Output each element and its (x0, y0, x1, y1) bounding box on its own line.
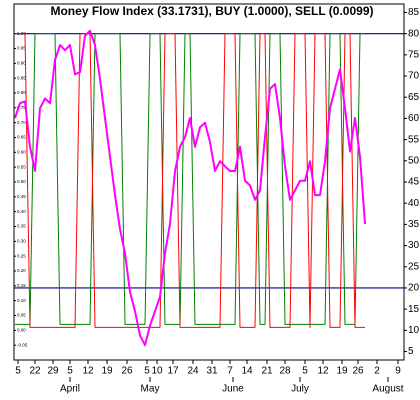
x-tick-label: 21 (261, 366, 273, 377)
x-tick-label: 7 (227, 366, 233, 377)
y-tick-label: 85 (408, 7, 420, 18)
y2-tick-label: 0.05 (17, 313, 26, 318)
x-tick-label: 14 (241, 366, 253, 377)
y2-tick-label: 0.75 (17, 105, 26, 110)
y2-tick-label: 0.85 (17, 75, 26, 80)
x-tick-label: 5 (67, 366, 73, 377)
x-tick-label: 5 (144, 366, 150, 377)
y-tick-label: 30 (408, 240, 420, 251)
y-tick-label: 70 (408, 71, 420, 82)
x-tick-label: 22 (29, 366, 41, 377)
x-tick-label: 28 (279, 366, 291, 377)
x-tick-label: 17 (167, 366, 179, 377)
y2-tick-label: -0.05 (17, 342, 28, 347)
chart-title: Money Flow Index (33.1731), BUY (1.0000)… (50, 4, 373, 18)
y-tick-label: 5 (408, 346, 414, 357)
y2-tick-label: 0.70 (17, 120, 26, 125)
month-label: July (291, 384, 309, 395)
series-line (15, 33, 365, 325)
y-tick-label: 60 (408, 113, 420, 124)
y2-tick-label: 0.95 (17, 46, 26, 51)
y2-tick-label: 0.00 (17, 328, 26, 333)
y2-tick-label: 0.20 (17, 268, 26, 273)
month-label: August (372, 384, 403, 395)
x-tick-label: 2 (374, 366, 380, 377)
x-tick-label: 12 (82, 366, 94, 377)
y-tick-label: 65 (408, 92, 420, 103)
y2-tick-label: 0.35 (17, 224, 26, 229)
y2-tick-label: 0.10 (17, 298, 26, 303)
series-line (15, 33, 365, 328)
series-line (14, 29, 366, 347)
x-tick-label: 12 (317, 366, 329, 377)
y2-tick-label: 0.55 (17, 164, 26, 169)
y2-tick-label: 0.90 (17, 61, 26, 66)
x-tick-label: 19 (101, 366, 113, 377)
x-tick-label: 31 (206, 366, 218, 377)
y-tick-label: 20 (408, 283, 420, 294)
x-tick-label: 10 (151, 366, 163, 377)
y2-tick-label: 0.30 (17, 239, 26, 244)
y2-tick-label: 0.45 (17, 194, 26, 199)
y2-tick-label: 0.80 (17, 90, 26, 95)
y-tick-label: 50 (408, 155, 420, 166)
x-tick-label: 19 (336, 366, 348, 377)
y-tick-label: 35 (408, 219, 420, 230)
y2-tick-label: 0.65 (17, 135, 26, 140)
x-tick-label: 26 (121, 366, 133, 377)
y-tick-label: 25 (408, 261, 420, 272)
y-tick-label: 10 (408, 325, 420, 336)
y2-tick-label: 0.25 (17, 253, 26, 258)
y-tick-label: 15 (408, 304, 420, 315)
x-tick-label: 24 (187, 366, 199, 377)
y-tick-label: 80 (408, 28, 420, 39)
y2-tick-label: 0.50 (17, 179, 26, 184)
y2-tick-label: 0.60 (17, 150, 26, 155)
month-label: May (141, 384, 160, 395)
x-tick-label: 5 (302, 366, 308, 377)
y-tick-label: 55 (408, 134, 420, 145)
y-tick-label: 45 (408, 177, 420, 188)
x-tick-label: 26 (352, 366, 364, 377)
month-label: April (60, 384, 80, 395)
x-tick-label: 9 (395, 366, 401, 377)
y2-tick-label: 0.15 (17, 283, 26, 288)
y-tick-label: 40 (408, 198, 420, 209)
x-tick-label: 5 (15, 366, 21, 377)
y2-tick-label: 0.40 (17, 209, 26, 214)
month-label: June (222, 384, 244, 395)
x-tick-label: 29 (47, 366, 59, 377)
y-tick-label: 75 (408, 49, 420, 60)
